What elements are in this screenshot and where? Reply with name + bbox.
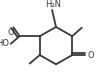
Text: O: O — [87, 51, 94, 60]
Text: H₂N: H₂N — [45, 0, 61, 9]
Text: O: O — [7, 28, 14, 37]
Text: HO: HO — [0, 39, 10, 48]
